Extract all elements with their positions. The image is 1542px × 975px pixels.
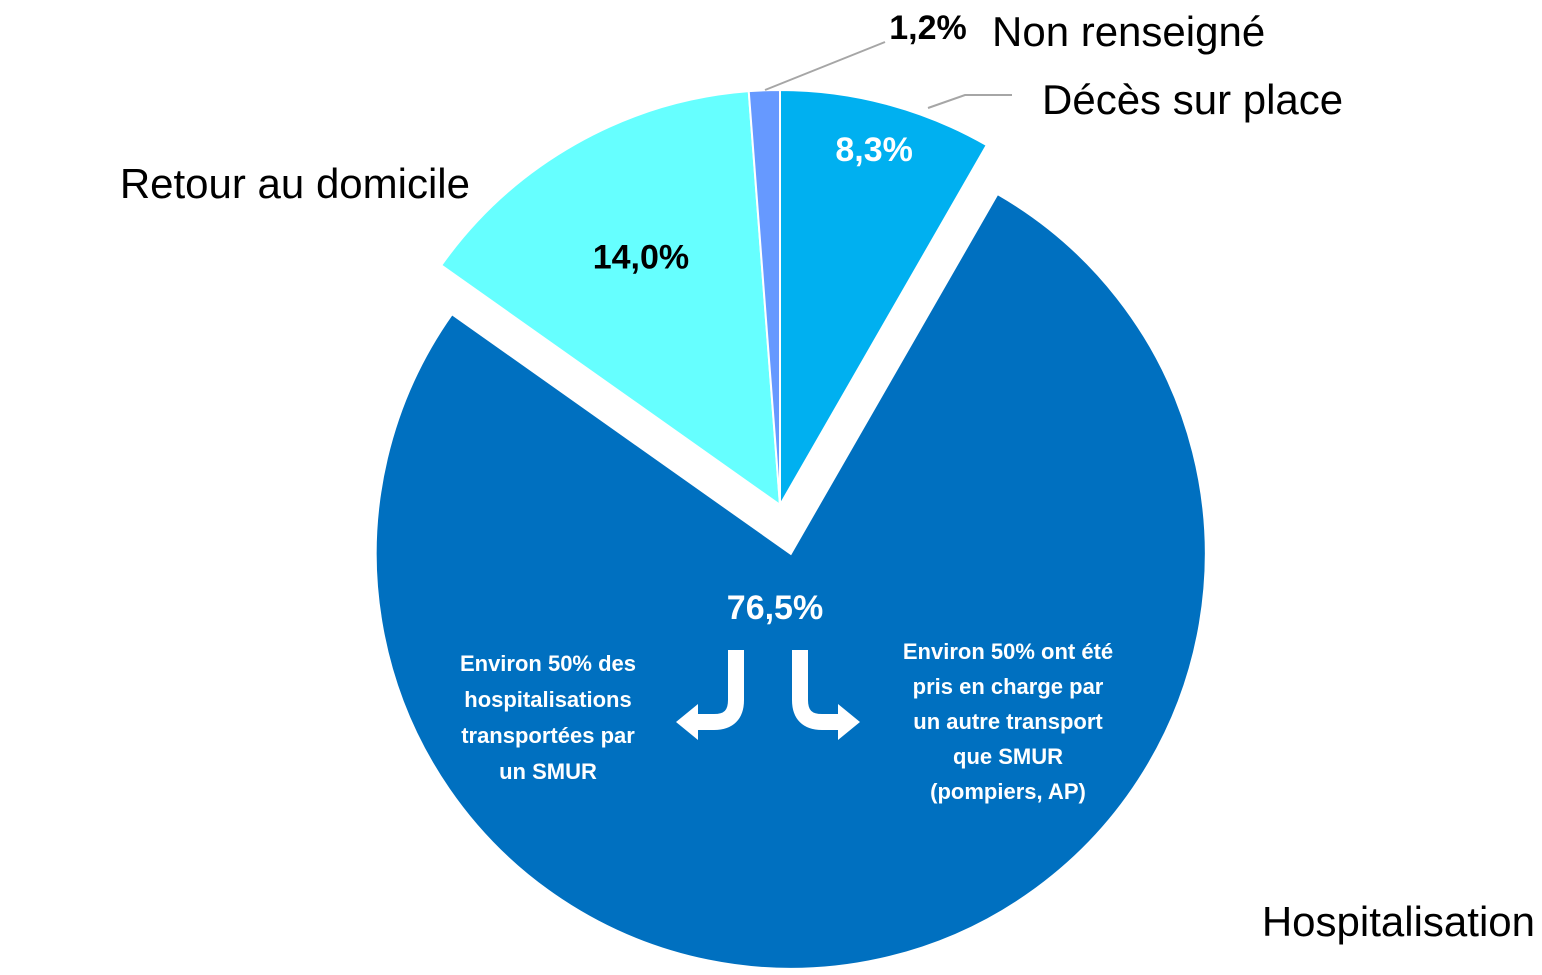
pie-slice (439, 90, 782, 508)
pie (374, 88, 1207, 970)
annotation: un autre transport (913, 709, 1103, 734)
annotation: Environ 50% des (460, 651, 636, 676)
value-label: 8,3% (835, 131, 913, 169)
arrow (694, 650, 744, 730)
labels: 8,3% Décès sur place 76,5% Hospitalisation 1… (120, 8, 1535, 945)
annotation: Environ 50% ont été (903, 639, 1113, 664)
annotation: un SMUR (499, 759, 597, 784)
leader-line (927, 94, 1012, 109)
arrow-head (838, 704, 860, 740)
annotation: transportées par (461, 723, 635, 748)
annotation: pris en charge par (913, 674, 1104, 699)
value-label: 14,0% (593, 238, 689, 276)
category-label: Retour au domicile (120, 160, 470, 207)
annotation: que SMUR (953, 744, 1063, 769)
pie-slice (374, 192, 1207, 970)
category-label: Hospitalisation (1262, 898, 1535, 945)
category-label: Décès sur place (1042, 76, 1343, 123)
arrow-head (676, 704, 698, 740)
pie-slice (779, 88, 989, 509)
value-label: 1,2% (889, 9, 967, 47)
annotation: hospitalisations (464, 687, 631, 712)
value-label: 76,5% (727, 589, 823, 627)
category-label: Non renseigné (992, 8, 1265, 55)
leader-line (764, 41, 886, 91)
arrow (792, 650, 842, 730)
pie-slice (747, 88, 781, 506)
annotation: (pompiers, AP) (930, 779, 1086, 804)
